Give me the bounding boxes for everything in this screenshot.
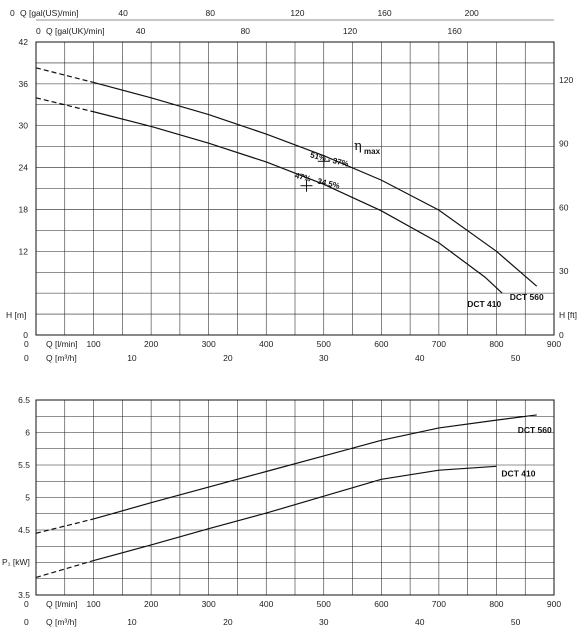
x-us-axis-label: Q [gal(US)/min] <box>20 8 79 18</box>
series-line-dct-410 <box>93 465 497 562</box>
x-tick-label: 200 <box>144 339 158 349</box>
x-m3h-tick-label-zero: 0 <box>24 353 29 363</box>
x-m3h-tick-label: 20 <box>223 353 233 363</box>
x-m3h-tick-label: 50 <box>511 617 521 627</box>
y-right-tick-label: 30 <box>559 266 569 276</box>
x-axis-label: Q [l/min] <box>46 599 78 609</box>
x-us-tick-label: 200 <box>465 8 479 18</box>
y-axis-label: H [m] <box>6 310 26 320</box>
y-tick-label: 4.5 <box>18 525 30 535</box>
y-axis-label: P₁ [kW] <box>2 557 30 567</box>
x-m3h-tick-label: 10 <box>127 617 137 627</box>
x-tick-label: 800 <box>489 339 503 349</box>
x-m3h-tick-label: 20 <box>223 617 233 627</box>
x-m3h-axis-label: Q [m³/h] <box>46 617 77 627</box>
y-right-tick-label: 90 <box>559 139 569 149</box>
series-label-dct-410: DCT 410 <box>467 299 501 309</box>
series-line-dct-560 <box>93 414 537 520</box>
y-right-tick-label: 0 <box>559 330 564 340</box>
series-line-dct-560-dashed <box>35 518 94 534</box>
x-us-tick-label-zero: 0 <box>10 8 15 18</box>
y-tick-label: 6 <box>25 428 30 438</box>
x-uk-tick-label: 120 <box>343 26 357 36</box>
series-line-dct-560-dashed <box>35 67 94 84</box>
eff-label-dct-410: 47% - 34.5% <box>294 171 341 191</box>
x-uk-axis-label: Q [gal(UK)/min] <box>46 26 105 36</box>
x-tick-label: 900 <box>547 599 561 609</box>
x-m3h-tick-label: 50 <box>511 353 521 363</box>
plot-frame <box>35 41 555 336</box>
y-tick-label: 36 <box>19 79 29 89</box>
x-m3h-tick-label-zero: 0 <box>24 617 29 627</box>
series-label-dct-410: DCT 410 <box>501 468 535 478</box>
x-uk-tick-label: 80 <box>241 26 251 36</box>
x-tick-label: 300 <box>202 339 216 349</box>
series-line-dct-410 <box>93 111 503 294</box>
power-chart: 3.54.555.566.5P₁ [kW]100 200 300 400 500 600 7… <box>2 395 561 627</box>
series-line-dct-410-dashed <box>35 97 94 113</box>
y-tick-label: 42 <box>19 37 29 47</box>
y-tick-label: 5.5 <box>18 460 30 470</box>
y-tick-label: 24 <box>19 163 29 173</box>
x-tick-label: 200 <box>144 599 158 609</box>
x-m3h-tick-label: 30 <box>319 353 329 363</box>
x-tick-label: 100 <box>86 339 100 349</box>
x-tick-label: 700 <box>432 599 446 609</box>
x-axis-label: Q [l/min] <box>46 339 78 349</box>
x-uk-tick-label-zero: 0 <box>36 26 41 36</box>
eff-label-dct-560: 51% - 37% <box>309 151 349 169</box>
x-uk-tick-label: 160 <box>448 26 462 36</box>
series-line-dct-410-dashed <box>35 559 94 579</box>
y-tick-label: 12 <box>19 246 29 256</box>
eta-max-label: η <box>354 139 362 154</box>
x-tick-label-zero: 0 <box>24 339 29 349</box>
eta-max-subscript: max <box>364 147 381 156</box>
x-us-tick-label: 40 <box>118 8 128 18</box>
y-tick-label: 6.5 <box>18 395 30 405</box>
x-us-tick-label: 80 <box>206 8 216 18</box>
x-tick-label: 100 <box>86 599 100 609</box>
x-tick-label: 500 <box>317 339 331 349</box>
series-label-dct-560: DCT 560 <box>518 425 552 435</box>
x-m3h-tick-label: 40 <box>415 353 425 363</box>
x-m3h-axis-label: Q [m³/h] <box>46 353 77 363</box>
x-m3h-tick-label: 10 <box>127 353 137 363</box>
x-tick-label: 300 <box>202 599 216 609</box>
y-right-tick-label: 120 <box>559 75 573 85</box>
x-tick-label-zero: 0 <box>24 599 29 609</box>
x-tick-label: 600 <box>374 599 388 609</box>
x-m3h-tick-label: 30 <box>319 617 329 627</box>
series-label-dct-560: DCT 560 <box>510 292 544 302</box>
x-us-tick-label: 160 <box>377 8 391 18</box>
x-tick-label: 900 <box>547 339 561 349</box>
plot-frame <box>35 399 555 596</box>
x-uk-tick-label: 40 <box>136 26 146 36</box>
x-tick-label: 700 <box>432 339 446 349</box>
y-tick-label: 18 <box>19 204 29 214</box>
y-tick-label: 5 <box>25 493 30 503</box>
y-right-axis-label: H [ft] <box>559 310 577 320</box>
x-us-tick-label: 120 <box>290 8 304 18</box>
y-right-tick-label: 60 <box>559 202 569 212</box>
x-tick-label: 400 <box>259 599 273 609</box>
y-tick-label: 30 <box>19 121 29 131</box>
y-tick-label: 0 <box>23 330 28 340</box>
x-m3h-tick-label: 40 <box>415 617 425 627</box>
x-tick-label: 500 <box>317 599 331 609</box>
x-tick-label: 600 <box>374 339 388 349</box>
y-tick-label: 3.5 <box>18 590 30 600</box>
x-tick-label: 800 <box>489 599 503 609</box>
x-tick-label: 400 <box>259 339 273 349</box>
